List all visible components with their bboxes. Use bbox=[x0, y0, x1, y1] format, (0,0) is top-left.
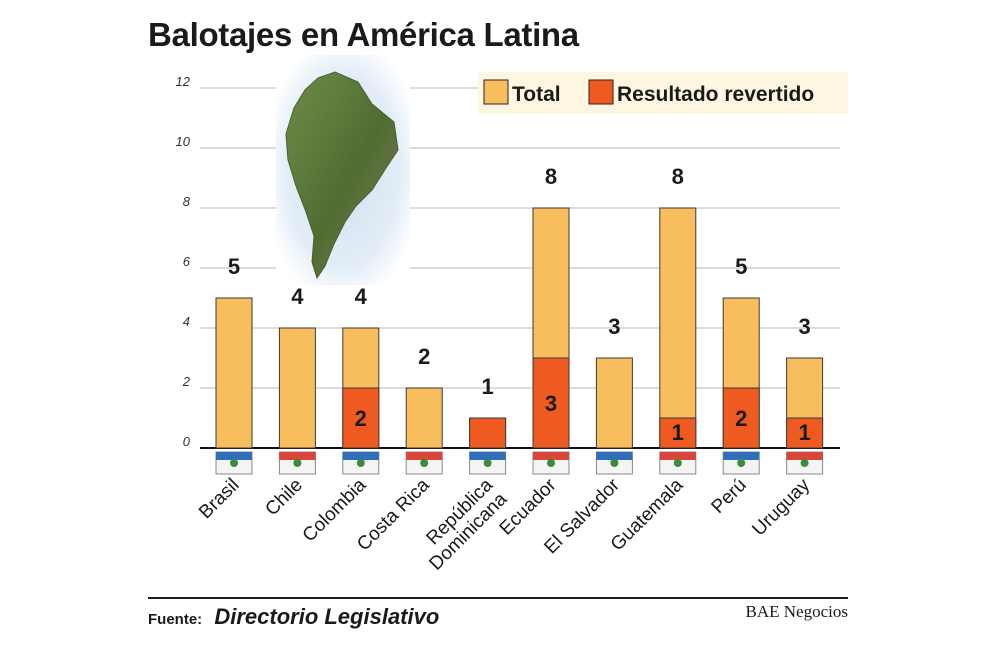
total-value-label: 5 bbox=[228, 254, 240, 279]
source-value: Directorio Legislativo bbox=[214, 604, 440, 629]
bar-reversed bbox=[532, 357, 570, 449]
total-value-label: 8 bbox=[672, 164, 684, 189]
category-label: Chile bbox=[261, 475, 306, 520]
footer-divider bbox=[148, 597, 848, 599]
bar-reversed bbox=[342, 387, 380, 449]
flag-icon bbox=[595, 451, 633, 475]
bar-reversed bbox=[722, 387, 760, 449]
flags bbox=[215, 451, 824, 475]
bar-reversed bbox=[659, 417, 697, 449]
flag-icon bbox=[722, 451, 760, 475]
value-labels: 5 4 4 2 2 1 8 3 3 8 1 5 2 3 1 bbox=[228, 164, 811, 445]
source-label: Fuente: bbox=[148, 611, 203, 628]
reversed-value-label: 3 bbox=[545, 391, 557, 416]
flag-icon bbox=[342, 451, 380, 475]
y-axis-ticks: 0 2 4 6 8 10 12 bbox=[176, 74, 191, 449]
legend-label-total: Total bbox=[512, 83, 561, 106]
bars bbox=[215, 207, 824, 449]
flag-icon bbox=[786, 451, 824, 475]
flag-icon bbox=[278, 451, 316, 475]
total-value-label: 4 bbox=[291, 284, 304, 309]
total-value-label: 3 bbox=[798, 314, 810, 339]
legend-label-reversed: Resultado revertido bbox=[617, 83, 814, 106]
reversed-value-label: 1 bbox=[672, 420, 684, 445]
south-america-map-icon bbox=[276, 55, 410, 285]
total-value-label: 5 bbox=[735, 254, 747, 279]
category-label: Brasil bbox=[195, 475, 243, 523]
reversed-value-label: 2 bbox=[355, 406, 367, 431]
category-label: Perú bbox=[708, 475, 751, 518]
flag-icon bbox=[215, 451, 253, 475]
chart-title: Balotajes en América Latina bbox=[148, 16, 579, 53]
y-tick-label: 8 bbox=[183, 194, 191, 209]
bar-total bbox=[595, 357, 633, 449]
total-value-label: 3 bbox=[608, 314, 620, 339]
source-line: Fuente: Directorio Legislativo bbox=[148, 604, 439, 630]
total-value-label: 2 bbox=[418, 344, 430, 369]
bar-reversed bbox=[786, 417, 824, 449]
brand-logo: BAE Negocios bbox=[745, 602, 848, 621]
bar-reversed bbox=[469, 417, 507, 449]
y-tick-label: 12 bbox=[176, 74, 191, 89]
flag-icon bbox=[532, 451, 570, 475]
bar-total bbox=[278, 327, 316, 449]
bar-total bbox=[215, 297, 253, 449]
legend-swatch-reversed bbox=[588, 79, 614, 105]
reversed-value-label: 2 bbox=[735, 406, 747, 431]
legend: Total Resultado revertido bbox=[478, 72, 848, 114]
bar-total bbox=[659, 207, 697, 449]
y-tick-label: 10 bbox=[176, 134, 191, 149]
y-tick-label: 4 bbox=[183, 314, 190, 329]
y-tick-label: 6 bbox=[183, 254, 191, 269]
category-label: Uruguay bbox=[748, 474, 814, 540]
y-tick-label: 2 bbox=[182, 374, 191, 389]
y-tick-label: 0 bbox=[183, 434, 191, 449]
total-value-label: 8 bbox=[545, 164, 557, 189]
flag-icon bbox=[469, 451, 507, 475]
legend-swatch-total bbox=[483, 79, 509, 105]
reversed-value-label: 1 bbox=[798, 420, 810, 445]
total-value-label: 4 bbox=[355, 284, 368, 309]
flag-icon bbox=[405, 451, 443, 475]
flag-icon bbox=[659, 451, 697, 475]
total-value-label: 1 bbox=[481, 374, 493, 399]
bar-total bbox=[405, 387, 443, 449]
